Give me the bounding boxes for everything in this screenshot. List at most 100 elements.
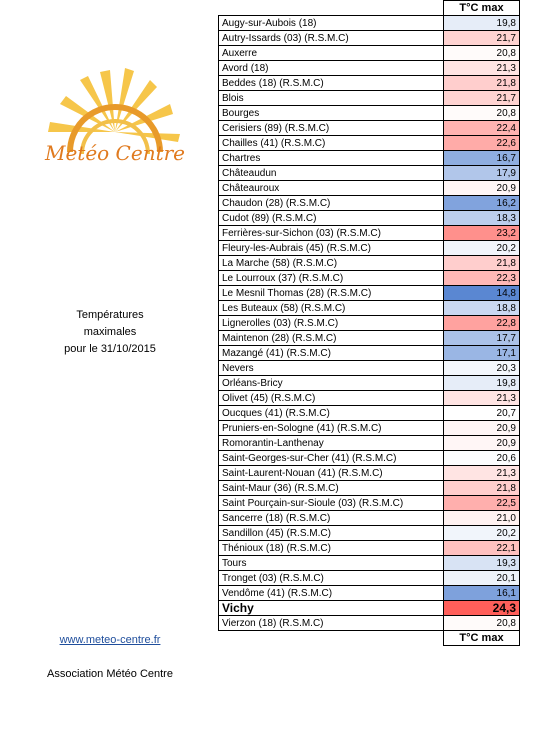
caption-line-2: maximales: [83, 326, 137, 338]
tmax-value: 20,8: [443, 45, 520, 61]
tmax-value: 21,8: [443, 480, 520, 496]
table-body: Augy-sur-Aubois (18) 19,8 Autry-Issards (0…: [218, 15, 520, 631]
station-name: Chartres: [218, 150, 444, 166]
station-name: Châteaudun: [218, 165, 444, 181]
tmax-value: 18,8: [443, 300, 520, 316]
footer-tmax: T°C max: [443, 630, 520, 646]
tmax-value: 16,7: [443, 150, 520, 166]
station-name: Oucques (41) (R.S.M.C): [218, 405, 444, 421]
temperature-table: T°C max Augy-sur-Aubois (18) 19,8 Autry-Is…: [218, 0, 520, 646]
tmax-value: 20,6: [443, 450, 520, 466]
station-name: Saint-Georges-sur-Cher (41) (R.S.M.C): [218, 450, 444, 466]
tmax-value: 19,8: [443, 375, 520, 391]
station-name: Vichy: [218, 600, 444, 616]
station-name: Cudot (89) (R.S.M.C): [218, 210, 444, 226]
tmax-value: 20,2: [443, 240, 520, 256]
station-name: Pruniers-en-Sologne (41) (R.S.M.C): [218, 420, 444, 436]
tmax-value: 21,3: [443, 60, 520, 76]
station-name: Olivet (45) (R.S.M.C): [218, 390, 444, 406]
station-name: Le Lourroux (37) (R.S.M.C): [218, 270, 444, 286]
table-row: Saint-Laurent-Nouan (41) (R.S.M.C) 21,3: [218, 465, 520, 481]
table-row: Saint Pourçain-sur-Sioule (03) (R.S.M.C)…: [218, 495, 520, 511]
tmax-value: 23,2: [443, 225, 520, 241]
station-name: Autry-Issards (03) (R.S.M.C): [218, 30, 444, 46]
station-name: Vendôme (41) (R.S.M.C): [218, 585, 444, 601]
station-name: Sancerre (18) (R.S.M.C): [218, 510, 444, 526]
station-name: Bourges: [218, 105, 444, 121]
caption-line-1: Températures: [76, 309, 144, 321]
table-row: Lignerolles (03) (R.S.M.C) 22,8: [218, 315, 520, 331]
tmax-value: 17,9: [443, 165, 520, 181]
station-name: Augy-sur-Aubois (18): [218, 15, 444, 31]
tmax-value: 16,1: [443, 585, 520, 601]
header-tmax: T°C max: [443, 0, 520, 16]
tmax-value: 20,9: [443, 420, 520, 436]
tmax-value: 20,9: [443, 435, 520, 451]
tmax-value: 17,7: [443, 330, 520, 346]
logo-text: Metéo Centre: [44, 141, 185, 165]
table-row: Avord (18) 21,3: [218, 60, 520, 76]
table-row: Auxerre 20,8: [218, 45, 520, 61]
website-link[interactable]: www.meteo-centre.fr: [59, 634, 161, 646]
tmax-value: 20,8: [443, 615, 520, 631]
table-row: Mazangé (41) (R.S.M.C) 17,1: [218, 345, 520, 361]
tmax-value: 20,1: [443, 570, 520, 586]
tmax-value: 22,8: [443, 315, 520, 331]
station-name: Lignerolles (03) (R.S.M.C): [218, 315, 444, 331]
table-row: Sandillon (45) (R.S.M.C) 20,2: [218, 525, 520, 541]
table-row: Blois 21,7: [218, 90, 520, 106]
table-row: Vichy 24,3: [218, 600, 520, 616]
station-name: Tours: [218, 555, 444, 571]
table-row: Cerisiers (89) (R.S.M.C) 22,4: [218, 120, 520, 136]
tmax-value: 21,7: [443, 90, 520, 106]
station-name: Chailles (41) (R.S.M.C): [218, 135, 444, 151]
tmax-value: 21,3: [443, 390, 520, 406]
table-row: Sancerre (18) (R.S.M.C) 21,0: [218, 510, 520, 526]
caption-line-3: pour le 31/10/2015: [64, 343, 156, 355]
table-row: Orléans-Bricy 19,8: [218, 375, 520, 391]
table-row: Romorantin-Lanthenay 20,9: [218, 435, 520, 451]
tmax-value: 24,3: [443, 600, 520, 616]
tmax-value: 18,3: [443, 210, 520, 226]
station-name: Les Buteaux (58) (R.S.M.C): [218, 300, 444, 316]
tmax-value: 22,1: [443, 540, 520, 556]
tmax-value: 22,6: [443, 135, 520, 151]
table-row: Saint-Maur (36) (R.S.M.C) 21,8: [218, 480, 520, 496]
table-row: Vierzon (18) (R.S.M.C) 20,8: [218, 615, 520, 631]
station-name: Vierzon (18) (R.S.M.C): [218, 615, 444, 631]
association-name: Association Météo Centre: [47, 668, 173, 680]
station-name: Maintenon (28) (R.S.M.C): [218, 330, 444, 346]
table-row: Thénioux (18) (R.S.M.C) 22,1: [218, 540, 520, 556]
tmax-value: 22,4: [443, 120, 520, 136]
station-name: Saint-Laurent-Nouan (41) (R.S.M.C): [218, 465, 444, 481]
table-row: Tronget (03) (R.S.M.C) 20,1: [218, 570, 520, 586]
tmax-value: 16,2: [443, 195, 520, 211]
table-row: Ferrières-sur-Sichon (03) (R.S.M.C) 23,2: [218, 225, 520, 241]
tmax-value: 22,5: [443, 495, 520, 511]
tmax-value: 19,8: [443, 15, 520, 31]
tmax-value: 21,3: [443, 465, 520, 481]
tmax-value: 20,2: [443, 525, 520, 541]
station-name: Beddes (18) (R.S.M.C): [218, 75, 444, 91]
table-row: Fleury-les-Aubrais (45) (R.S.M.C) 20,2: [218, 240, 520, 256]
tmax-value: 20,7: [443, 405, 520, 421]
tmax-value: 20,8: [443, 105, 520, 121]
table-row: Châteaudun 17,9: [218, 165, 520, 181]
tmax-value: 20,9: [443, 180, 520, 196]
tmax-value: 17,1: [443, 345, 520, 361]
station-name: Saint Pourçain-sur-Sioule (03) (R.S.M.C): [218, 495, 444, 511]
tmax-value: 20,3: [443, 360, 520, 376]
station-name: Nevers: [218, 360, 444, 376]
table-row: Vendôme (41) (R.S.M.C) 16,1: [218, 585, 520, 601]
table-row: Tours 19,3: [218, 555, 520, 571]
station-name: Tronget (03) (R.S.M.C): [218, 570, 444, 586]
station-name: Avord (18): [218, 60, 444, 76]
station-name: Blois: [218, 90, 444, 106]
table-row: Bourges 20,8: [218, 105, 520, 121]
table-row: Pruniers-en-Sologne (41) (R.S.M.C) 20,9: [218, 420, 520, 436]
station-name: Châteauroux: [218, 180, 444, 196]
table-row: Oucques (41) (R.S.M.C) 20,7: [218, 405, 520, 421]
table-row: Châteauroux 20,9: [218, 180, 520, 196]
meteo-centre-logo: Metéo Centre: [44, 68, 185, 165]
tmax-value: 21,0: [443, 510, 520, 526]
